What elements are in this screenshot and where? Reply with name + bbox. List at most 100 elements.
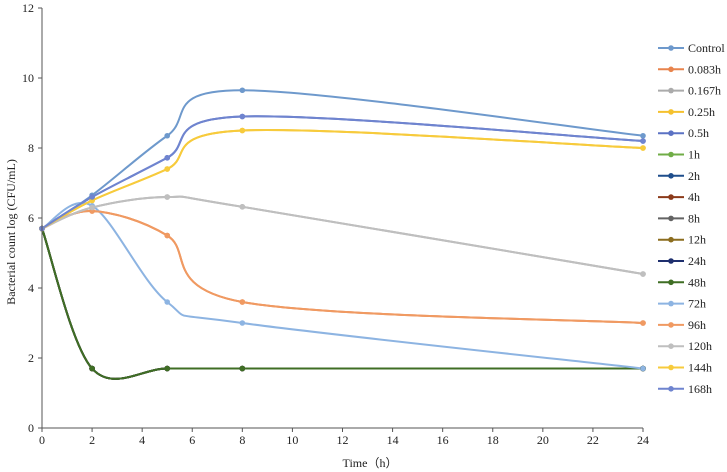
legend-swatch-marker: [668, 109, 674, 115]
legend-item-8h: 8h: [658, 211, 700, 225]
series-line-control: [41, 89, 644, 230]
legend-item-0-25h: 0.25h: [658, 105, 715, 119]
legend-swatch-marker: [668, 322, 674, 328]
legend-item-0-5h: 0.5h: [658, 126, 709, 140]
legend-label: 4h: [688, 190, 700, 204]
legend-swatch-marker: [668, 173, 674, 179]
series-line-48h: [41, 228, 643, 380]
legend-label: 0.083h: [688, 62, 721, 76]
data-point-144h: [640, 145, 646, 151]
data-point-control: [239, 87, 246, 94]
series-line-24h: [41, 228, 643, 380]
series-line-0-5h: [41, 115, 644, 230]
legend-swatch-marker: [668, 300, 674, 307]
data-point-72h: [164, 299, 171, 305]
x-tick-label: 6: [189, 433, 195, 447]
legend-label: 120h: [688, 339, 712, 353]
legend-swatch-marker: [668, 215, 674, 222]
legend-label: 144h: [688, 361, 712, 375]
legend-swatch-marker: [668, 151, 674, 158]
data-point-72h: [640, 365, 646, 372]
legend-item-168h: 168h: [658, 382, 712, 396]
legend-swatch-marker: [668, 45, 674, 51]
legend-label: 0.5h: [688, 126, 709, 140]
legend-swatch-marker: [668, 66, 674, 73]
series-lines: [41, 89, 644, 380]
data-point-168h: [640, 138, 646, 144]
x-tick-label: 20: [537, 433, 549, 447]
x-tick-label: 8: [239, 433, 245, 447]
legend-swatch-marker: [668, 364, 674, 371]
x-axis-title: Time（h）: [343, 456, 398, 470]
series-line-120h: [41, 195, 644, 275]
legend-item-144h: 144h: [658, 361, 712, 375]
x-tick-label: 4: [139, 433, 145, 447]
legend-label: 8h: [688, 211, 700, 225]
legend-swatch-marker: [668, 236, 674, 243]
legend-item-72h: 72h: [658, 297, 706, 311]
y-tick-label: 10: [22, 71, 34, 85]
legend-label: 48h: [688, 275, 706, 289]
y-tick-label: 12: [22, 1, 34, 15]
data-point-120h: [640, 271, 646, 277]
legend-label: 0.167h: [688, 84, 721, 98]
data-point-96h: [164, 232, 171, 239]
legend-item-1h: 1h: [658, 148, 700, 162]
x-tick-label: 10: [286, 433, 298, 447]
legend-item-2h: 2h: [658, 169, 700, 183]
series-line-144h: [41, 129, 644, 230]
legend-swatch-marker: [668, 130, 674, 136]
data-point-48h: [164, 365, 171, 372]
data-point-168h: [89, 194, 95, 200]
series-markers: [39, 87, 646, 372]
series-line-0-25h: [41, 129, 644, 230]
x-tick-label: 24: [637, 433, 649, 447]
y-tick-label: 6: [28, 211, 34, 225]
data-point-168h: [239, 113, 246, 120]
legend-label: 96h: [688, 318, 706, 332]
legend-label: 0.25h: [688, 105, 715, 119]
legend-label: 12h: [688, 233, 706, 247]
series-line-96h: [41, 209, 644, 324]
data-point-144h: [239, 127, 246, 134]
data-point-168h: [164, 155, 171, 161]
series-line-8h: [41, 228, 643, 380]
data-point-96h: [640, 320, 646, 326]
legend-label: 72h: [688, 297, 706, 311]
series-line-168h: [41, 115, 644, 230]
legend-item-control: Control: [658, 41, 725, 55]
x-tick-label: 18: [487, 433, 499, 447]
y-tick-label: 0: [28, 421, 34, 435]
legend-item-120h: 120h: [658, 339, 712, 353]
legend-label: 2h: [688, 169, 700, 183]
y-axis-title: Bacterial count log (CFU/mL): [4, 159, 18, 305]
series-line-12h: [41, 228, 643, 380]
legend-label: 24h: [688, 254, 706, 268]
data-point-control: [640, 132, 646, 139]
legend-item-48h: 48h: [658, 275, 706, 289]
legend-label: 168h: [688, 382, 712, 396]
data-point-48h: [239, 365, 246, 372]
series-line-0-167h: [41, 195, 644, 275]
legend-item-96h: 96h: [658, 318, 706, 332]
legend-swatch-marker: [668, 386, 674, 392]
legend-item-24h: 24h: [658, 254, 706, 268]
series-line-72h: [41, 202, 644, 370]
data-point-120h: [89, 204, 95, 211]
data-point-72h: [239, 320, 246, 326]
series-line-1h: [41, 228, 643, 380]
data-point-144h: [164, 166, 171, 172]
legend-swatch-marker: [668, 258, 674, 264]
data-point-control: [164, 132, 171, 139]
x-tick-label: 22: [587, 433, 599, 447]
data-point-96h: [239, 299, 246, 305]
legend-swatch-marker: [668, 343, 674, 350]
x-tick-label: 2: [89, 433, 95, 447]
x-tick-label: 12: [337, 433, 349, 447]
x-tick-label: 0: [39, 433, 45, 447]
series-line-2h: [41, 228, 643, 380]
legend-label: Control: [688, 41, 725, 55]
legend-item-12h: 12h: [658, 233, 706, 247]
